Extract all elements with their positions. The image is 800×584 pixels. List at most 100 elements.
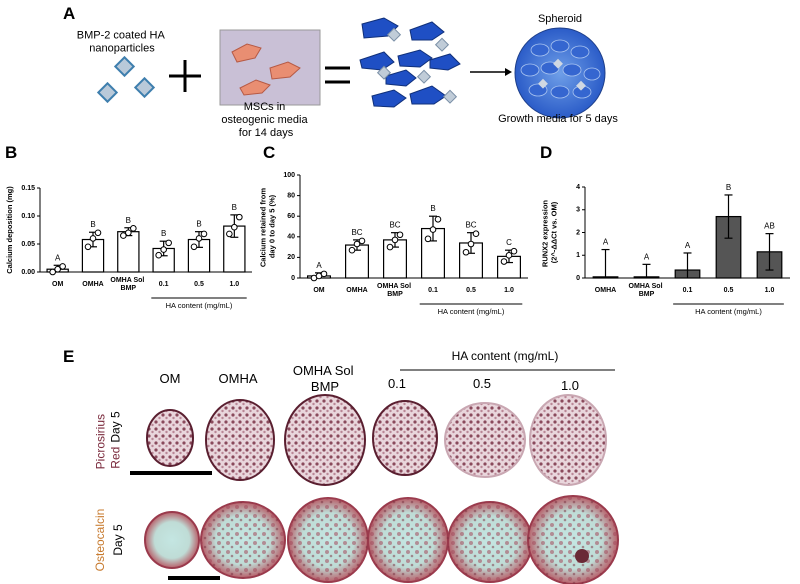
y-label: Calcium retained from day 0 to day 5 (%) xyxy=(259,186,277,267)
error-bar xyxy=(642,263,651,278)
data-point xyxy=(396,231,404,239)
data-point xyxy=(130,225,137,232)
data-point xyxy=(505,252,513,259)
panel-label: D xyxy=(540,143,552,162)
column-group-label: HA content (mg/mL) xyxy=(452,349,559,363)
data-point xyxy=(226,230,233,238)
panel-a-art xyxy=(96,17,606,119)
x-tick-label: 0.1 xyxy=(159,281,169,288)
spheroid-caption: Spheroid xyxy=(538,13,582,25)
data-point xyxy=(386,243,394,251)
error-bar xyxy=(724,194,733,239)
nanoparticle-caption: BMP-2 coated HA nanoparticles xyxy=(77,30,168,55)
y-axis-title: RUNX2 expression (2^-ΔΔCt vs. OM) xyxy=(541,198,559,267)
stain-label: Picrosirius Red xyxy=(94,411,123,470)
y-tick-label: 4 xyxy=(576,184,580,191)
data-point xyxy=(195,235,203,242)
y-axis-title: Calcium deposition (mg) xyxy=(5,186,14,274)
data-point xyxy=(231,223,238,231)
x-tick-label: 0.1 xyxy=(683,287,693,294)
x-tick-label: 0.5 xyxy=(194,281,204,288)
data-point xyxy=(348,246,356,254)
column-header: 0.1 xyxy=(388,376,406,391)
significance-letter: A xyxy=(603,238,609,247)
x-tick-label: OMHA Sol BMP xyxy=(377,283,413,298)
x-tick-label: OMHA xyxy=(82,281,103,288)
data-point xyxy=(510,247,518,255)
x-tick-label: 0.5 xyxy=(466,287,476,294)
stain-label: Osteocalcin xyxy=(93,509,107,572)
x-tick-label: OM xyxy=(313,287,324,294)
y-tick-label: 60 xyxy=(287,213,295,220)
y-tick-label: 0 xyxy=(291,275,295,282)
y-tick-label: 0 xyxy=(576,275,580,282)
data-point xyxy=(500,258,508,265)
y-label: RUNX2 expression (2^-ΔΔCt vs. OM) xyxy=(541,198,559,267)
x-tick-label: 1.0 xyxy=(765,287,775,294)
significance-letter: B xyxy=(430,204,435,213)
group-label: HA content (mg/mL) xyxy=(695,307,762,316)
significance-letter: BC xyxy=(465,221,476,230)
data-point xyxy=(165,239,172,247)
error-bar xyxy=(765,233,774,271)
data-point xyxy=(434,215,442,223)
significance-letter: A xyxy=(685,241,691,250)
significance-letter: A xyxy=(316,261,322,270)
x-tick-label: OMHA Sol BMP xyxy=(110,277,146,292)
time-label: Day 5 xyxy=(111,524,125,556)
data-point xyxy=(236,213,243,221)
column-header: OMHA Sol BMP xyxy=(293,363,357,394)
data-point xyxy=(125,229,132,237)
error-bar xyxy=(683,252,692,278)
significance-letter: BC xyxy=(351,228,362,237)
data-point xyxy=(353,240,361,248)
panel-label: B xyxy=(5,143,17,162)
data-point xyxy=(84,243,92,251)
y-label: Calcium deposition (mg) xyxy=(5,186,14,274)
x-tick-label: OMHA xyxy=(595,287,616,294)
x-tick-label: 1.0 xyxy=(229,281,239,288)
column-header: OMHA xyxy=(219,371,258,386)
significance-letter: C xyxy=(506,238,512,247)
data-point xyxy=(49,268,56,276)
data-point xyxy=(467,240,475,248)
significance-letter: B xyxy=(726,183,731,192)
data-point xyxy=(89,235,97,242)
histology-images xyxy=(130,369,619,584)
data-point xyxy=(462,248,470,256)
y-tick-label: 100 xyxy=(283,172,295,179)
y-axis-title: Calcium retained from day 0 to day 5 (%) xyxy=(259,186,277,267)
data-point xyxy=(200,230,208,238)
data-point xyxy=(160,246,167,253)
y-tick-label: 1 xyxy=(576,252,580,259)
y-tick-label: 20 xyxy=(287,254,295,261)
significance-letter: AB xyxy=(764,222,775,231)
row-label: Osteocalcin Day 5 xyxy=(93,509,125,572)
time-label: Day 5 xyxy=(109,411,123,443)
msc-caption: MSCs in osteogenic media for 14 days xyxy=(221,101,310,139)
significance-letter: A xyxy=(644,252,650,261)
data-point xyxy=(391,236,399,244)
y-tick-label: 80 xyxy=(287,192,295,199)
growth-caption: Growth media for 5 days xyxy=(498,113,618,125)
y-tick-label: 0.00 xyxy=(21,269,35,276)
x-tick-label: 0.5 xyxy=(724,287,734,294)
data-point xyxy=(320,270,328,278)
x-tick-label: OMHA Sol BMP xyxy=(629,283,665,298)
data-point xyxy=(94,229,102,237)
group-label: HA content (mg/mL) xyxy=(438,307,505,316)
column-header: 0.5 xyxy=(473,376,491,391)
significance-letter: B xyxy=(161,229,166,238)
data-point xyxy=(54,265,61,273)
data-point xyxy=(59,263,66,270)
y-tick-label: 0.05 xyxy=(21,241,35,248)
y-tick-label: 2 xyxy=(576,229,580,236)
panel-label: E xyxy=(63,347,74,366)
column-header: 1.0 xyxy=(561,378,579,393)
x-tick-label: 0.1 xyxy=(428,287,438,294)
x-tick-label: OM xyxy=(52,281,63,288)
x-tick-label: OMHA xyxy=(346,287,367,294)
data-point xyxy=(120,232,127,239)
